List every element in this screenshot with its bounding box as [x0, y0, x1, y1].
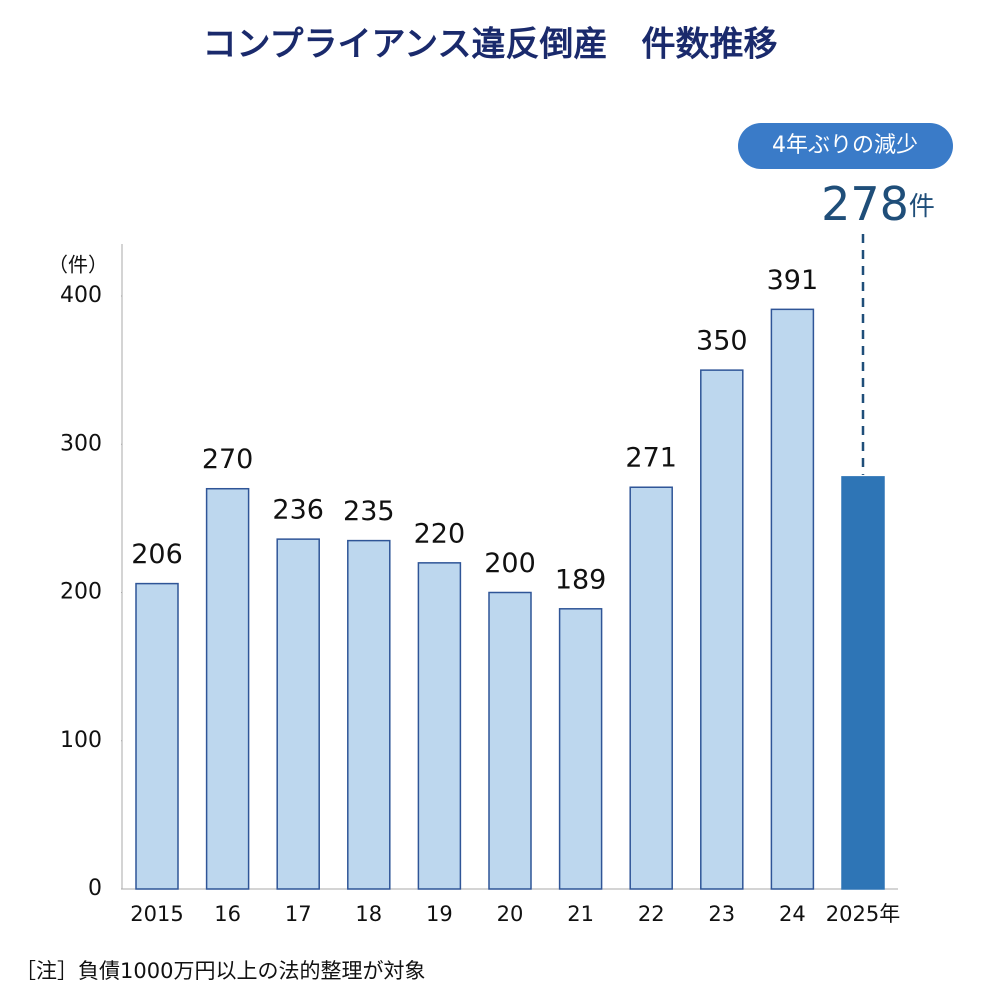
bar — [770, 308, 815, 890]
x-tick-label: 18 — [355, 902, 382, 926]
value-label: 350 — [696, 326, 748, 357]
x-tick-label: 19 — [426, 902, 453, 926]
y-tick-label: 0 — [88, 876, 102, 901]
y-tick-label: 400 — [60, 283, 102, 308]
x-tick-label: 24 — [779, 902, 806, 926]
y-tick-label: 100 — [60, 728, 102, 753]
value-label: 235 — [343, 496, 395, 527]
bar — [841, 476, 885, 890]
x-tick-label: 2025年 — [826, 902, 900, 926]
note: ［注］負債1000万円以上の法的整理が対象 — [15, 959, 425, 983]
x-tick-label: 20 — [497, 902, 524, 926]
x-tick-label: 21 — [567, 902, 594, 926]
x-tick-label: 16 — [214, 902, 241, 926]
value-label: 271 — [625, 443, 677, 474]
bar — [629, 486, 673, 890]
value-label: 189 — [555, 564, 607, 595]
annotation: 4年ぶりの減少 — [772, 133, 918, 158]
bar — [276, 538, 320, 890]
value-label: 206 — [131, 539, 183, 570]
bar — [558, 608, 603, 890]
x-tick-label: 22 — [638, 902, 665, 926]
value-label: 270 — [202, 444, 254, 475]
value-label-highlight: 278件 — [821, 177, 935, 231]
bar — [417, 562, 462, 890]
bar — [347, 539, 391, 890]
y-tick-label: 300 — [60, 431, 102, 456]
chart-title: コンプライアンス違反倒産 件数推移 — [203, 25, 778, 65]
value-label: 391 — [767, 265, 819, 296]
x-tick-label: 17 — [285, 902, 312, 926]
bar — [135, 582, 179, 890]
value-label: 200 — [484, 548, 536, 579]
value-label: 220 — [414, 518, 466, 549]
value-label: 236 — [272, 495, 324, 526]
bar — [205, 487, 250, 890]
x-tick-label: 2015 — [130, 902, 183, 926]
y-axis-label: （件） — [48, 253, 108, 277]
y-tick-label: 200 — [60, 580, 102, 605]
x-tick-label: 23 — [708, 902, 735, 926]
bar — [700, 369, 744, 890]
bar — [488, 591, 532, 890]
annotation-badge — [738, 123, 953, 169]
